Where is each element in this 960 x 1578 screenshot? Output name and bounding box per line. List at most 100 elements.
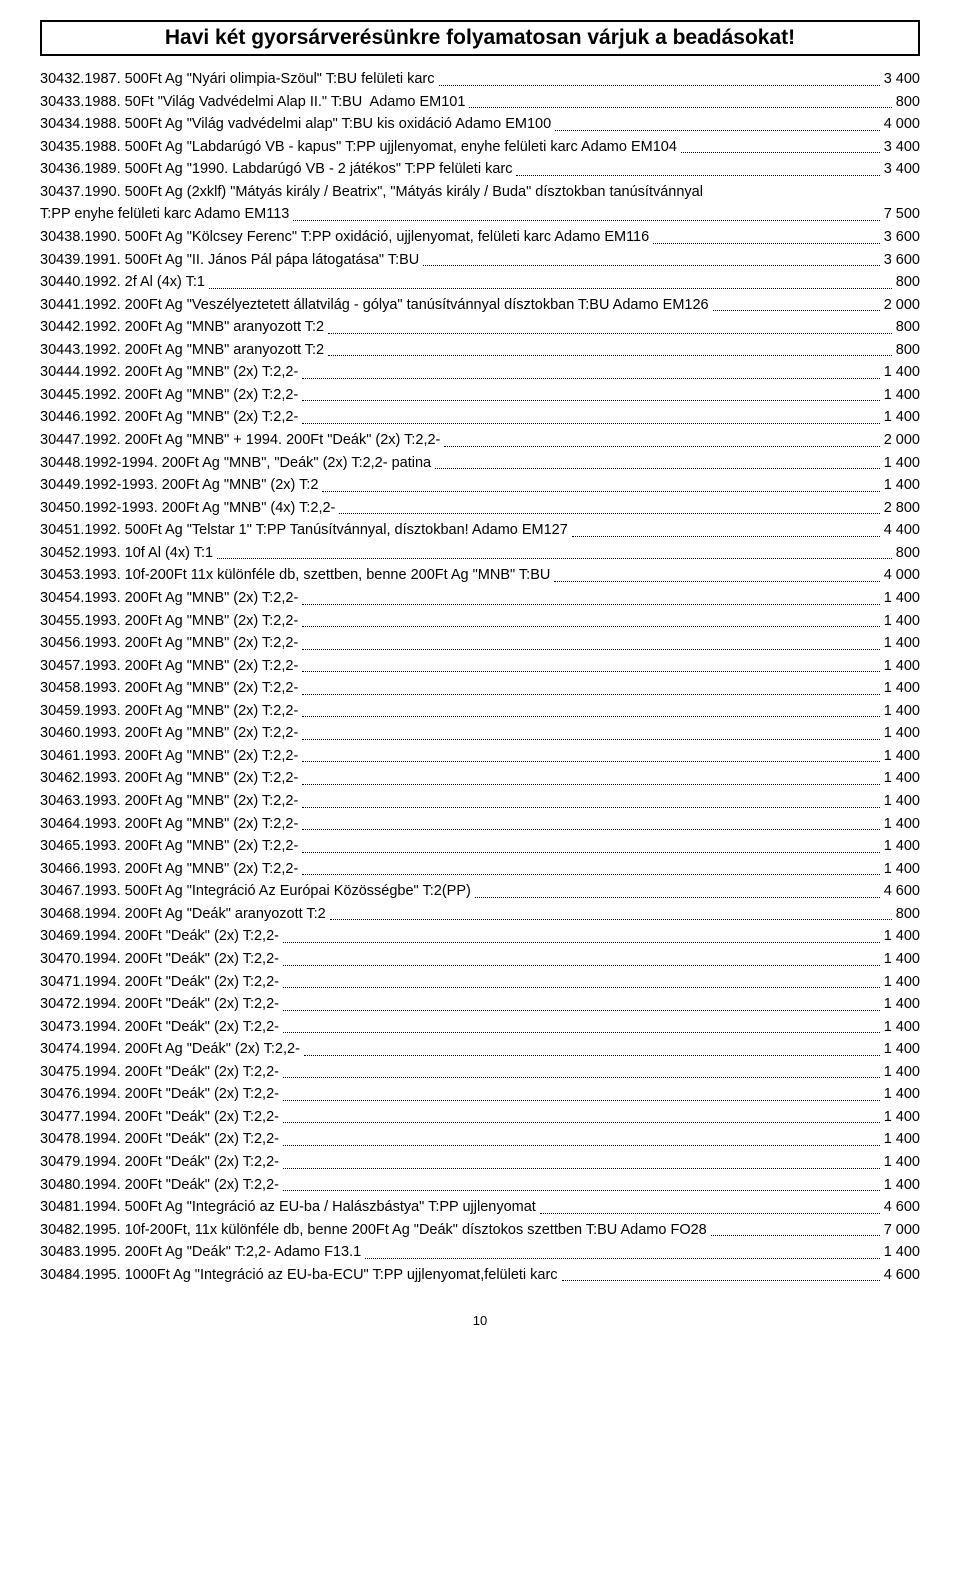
lot-description: 1988. 50Ft "Világ Vadvédelmi Alap II." T… <box>84 93 465 113</box>
leader-dots <box>302 378 879 379</box>
leader-dots <box>302 874 879 875</box>
leader-dots <box>711 1235 880 1236</box>
lot-description: 1993. 200Ft Ag "MNB" (2x) T:2,2- <box>84 679 298 699</box>
lot-price: 1 400 <box>884 702 920 722</box>
lot-number: 30463. <box>40 792 84 812</box>
lot-row: 30437.1990. 500Ft Ag (2xklf) "Mátyás kir… <box>40 183 920 203</box>
lot-description: 1987. 500Ft Ag "Nyári olimpia-Szöul" T:B… <box>84 70 434 90</box>
lot-price: 1 400 <box>884 1040 920 1060</box>
leader-dots <box>435 468 880 469</box>
lot-number: 30446. <box>40 408 84 428</box>
lot-description: 1992. 200Ft Ag "MNB" + 1994. 200Ft "Deák… <box>84 431 440 451</box>
lot-row: 30447.1992. 200Ft Ag "MNB" + 1994. 200Ft… <box>40 431 920 451</box>
lot-number: 30471. <box>40 973 84 993</box>
lot-price: 1 400 <box>884 1108 920 1128</box>
lot-number: 30435. <box>40 138 84 158</box>
lot-price: 1 400 <box>884 1018 920 1038</box>
lot-description: 1992. 200Ft Ag "MNB" (2x) T:2,2- <box>84 363 298 383</box>
lot-number: 30483. <box>40 1243 84 1263</box>
leader-dots <box>283 1077 880 1078</box>
leader-dots <box>328 355 892 356</box>
lot-price: 1 400 <box>884 1085 920 1105</box>
lot-row: 30473.1994. 200Ft "Deák" (2x) T:2,2-1 40… <box>40 1018 920 1038</box>
leader-dots <box>302 694 879 695</box>
lot-row: 30435.1988. 500Ft Ag "Labdarúgó VB - kap… <box>40 138 920 158</box>
lot-description: 1994. 200Ft "Deák" (2x) T:2,2- <box>84 1153 279 1173</box>
leader-dots <box>283 965 880 966</box>
auction-listing-page: Havi két gyorsárverésünkre folyamatosan … <box>0 0 960 1368</box>
lot-row: 30482.1995. 10f-200Ft, 11x különféle db,… <box>40 1221 920 1241</box>
lot-row: 30455.1993. 200Ft Ag "MNB" (2x) T:2,2-1 … <box>40 612 920 632</box>
lot-description: 1993. 200Ft Ag "MNB" (2x) T:2,2- <box>84 747 298 767</box>
lot-row: 30463.1993. 200Ft Ag "MNB" (2x) T:2,2-1 … <box>40 792 920 812</box>
lot-description: 1993. 200Ft Ag "MNB" (2x) T:2,2- <box>84 657 298 677</box>
lot-row: 30454.1993. 200Ft Ag "MNB" (2x) T:2,2-1 … <box>40 589 920 609</box>
lot-number: 30460. <box>40 724 84 744</box>
lot-number: 30481. <box>40 1198 84 1218</box>
lot-description: 1994. 500Ft Ag "Integráció az EU-ba / Ha… <box>84 1198 535 1218</box>
lot-row: 30450.1992-1993. 200Ft Ag "MNB" (4x) T:2… <box>40 499 920 519</box>
lot-number: 30451. <box>40 521 84 541</box>
leader-dots <box>293 220 879 221</box>
lot-row: 30460.1993. 200Ft Ag "MNB" (2x) T:2,2-1 … <box>40 724 920 744</box>
lot-price: 1 400 <box>884 815 920 835</box>
lot-description: 1993. 200Ft Ag "MNB" (2x) T:2,2- <box>84 815 298 835</box>
lot-price: 1 400 <box>884 995 920 1015</box>
leader-dots <box>302 671 879 672</box>
lot-number: 30438. <box>40 228 84 248</box>
lot-description: 1990. 500Ft Ag "Kölcsey Ferenc" T:PP oxi… <box>84 228 649 248</box>
lot-row: 30481.1994. 500Ft Ag "Integráció az EU-b… <box>40 1198 920 1218</box>
lot-number: 30448. <box>40 454 84 474</box>
lot-row: 30467.1993. 500Ft Ag "Integráció Az Euró… <box>40 882 920 902</box>
leader-dots <box>302 739 879 740</box>
lot-number: 30465. <box>40 837 84 857</box>
lot-row: 30480.1994. 200Ft "Deák" (2x) T:2,2-1 40… <box>40 1176 920 1196</box>
lot-description: 1992. 200Ft Ag "MNB" (2x) T:2,2- <box>84 408 298 428</box>
lot-price: 1 400 <box>884 950 920 970</box>
lot-number: 30459. <box>40 702 84 722</box>
lot-price: 800 <box>896 318 920 338</box>
lot-price: 3 600 <box>884 251 920 271</box>
lot-number: 30479. <box>40 1153 84 1173</box>
lot-number: 30480. <box>40 1176 84 1196</box>
leader-dots <box>302 649 879 650</box>
lot-description: 1994. 200Ft "Deák" (2x) T:2,2- <box>84 950 279 970</box>
lot-row: 30475.1994. 200Ft "Deák" (2x) T:2,2-1 40… <box>40 1063 920 1083</box>
lot-number: 30484. <box>40 1266 84 1286</box>
lot-number: 30447. <box>40 431 84 451</box>
leader-dots <box>302 604 879 605</box>
lot-description: 1995. 10f-200Ft, 11x különféle db, benne… <box>84 1221 706 1241</box>
leader-dots <box>653 243 880 244</box>
lot-number: 30461. <box>40 747 84 767</box>
lot-description-cont: T:PP enyhe felületi karc Adamo EM113 <box>40 205 289 225</box>
lot-row: 30469.1994. 200Ft "Deák" (2x) T:2,2-1 40… <box>40 927 920 947</box>
lot-number: 30478. <box>40 1130 84 1150</box>
lot-price: 2 800 <box>884 499 920 519</box>
lot-row: 30465.1993. 200Ft Ag "MNB" (2x) T:2,2-1 … <box>40 837 920 857</box>
lot-row: 30451.1992. 500Ft Ag "Telstar 1" T:PP Ta… <box>40 521 920 541</box>
lot-row: 30471.1994. 200Ft "Deák" (2x) T:2,2-1 40… <box>40 973 920 993</box>
lot-description: 1993. 200Ft Ag "MNB" (2x) T:2,2- <box>84 589 298 609</box>
lot-description: 1988. 500Ft Ag "Világ vadvédelmi alap" T… <box>84 115 551 135</box>
lot-list: 30432.1987. 500Ft Ag "Nyári olimpia-Szöu… <box>40 70 920 1285</box>
lot-description: 1993. 200Ft Ag "MNB" (2x) T:2,2- <box>84 837 298 857</box>
lot-description: 1994. 200Ft "Deák" (2x) T:2,2- <box>84 1085 279 1105</box>
leader-dots <box>283 1122 880 1123</box>
leader-dots <box>302 852 879 853</box>
lot-row: 30452.1993. 10f Al (4x) T:1800 <box>40 544 920 564</box>
leader-dots <box>302 784 879 785</box>
leader-dots <box>283 987 880 988</box>
lot-number: 30443. <box>40 341 84 361</box>
leader-dots <box>681 152 880 153</box>
leader-dots <box>283 942 880 943</box>
lot-row: 30444.1992. 200Ft Ag "MNB" (2x) T:2,2-1 … <box>40 363 920 383</box>
lot-description: 1992. 200Ft Ag "MNB" (2x) T:2,2- <box>84 386 298 406</box>
lot-number: 30458. <box>40 679 84 699</box>
lot-row: 30459.1993. 200Ft Ag "MNB" (2x) T:2,2-1 … <box>40 702 920 722</box>
lot-number: 30472. <box>40 995 84 1015</box>
leader-dots <box>302 626 879 627</box>
lot-row: 30453.1993. 10f-200Ft 11x különféle db, … <box>40 566 920 586</box>
lot-price: 2 000 <box>884 296 920 316</box>
leader-dots <box>423 265 879 266</box>
lot-number: 30453. <box>40 566 84 586</box>
